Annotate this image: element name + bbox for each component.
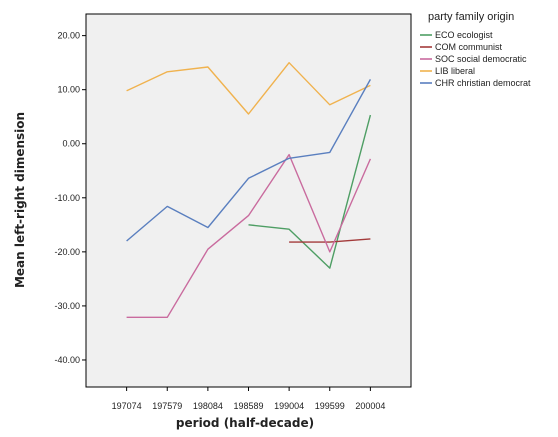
legend-item-label: ECO ecologist bbox=[435, 30, 493, 40]
legend-item-label: CHR christian democrat bbox=[435, 78, 531, 88]
series-line bbox=[248, 114, 372, 269]
series-line bbox=[126, 62, 371, 115]
plot-area bbox=[85, 13, 412, 388]
x-axis-title: period (half-decade) bbox=[176, 416, 314, 430]
legend-item-label: SOC social democratic bbox=[435, 54, 527, 64]
x-tick-label: 198084 bbox=[193, 401, 223, 411]
legend-item-label: LIB liberal bbox=[435, 66, 475, 76]
legend-title: party family origin bbox=[428, 11, 514, 23]
series-line bbox=[126, 79, 372, 242]
y-tick-label: 0.00 bbox=[62, 139, 80, 149]
legend-item-label: COM communist bbox=[435, 42, 503, 52]
x-axis: 197074 197579 198084 198589 199004 199599 2000… bbox=[112, 387, 385, 411]
y-axis-title: Mean left-right dimension bbox=[13, 112, 27, 288]
y-tick-label: -10.00 bbox=[54, 193, 80, 203]
y-tick-label: -40.00 bbox=[54, 355, 80, 365]
series-line bbox=[126, 153, 372, 318]
legend: party family origin ECO ecologist COM com… bbox=[420, 11, 531, 88]
y-tick-label: -20.00 bbox=[54, 247, 80, 257]
x-tick-label: 200004 bbox=[355, 401, 385, 411]
y-tick-label: 20.00 bbox=[57, 31, 80, 41]
x-tick-label: 198589 bbox=[233, 401, 263, 411]
x-tick-label: 199599 bbox=[315, 401, 345, 411]
x-tick-label: 199004 bbox=[274, 401, 304, 411]
y-tick-label: 10.00 bbox=[57, 85, 80, 95]
series-lines bbox=[126, 62, 372, 318]
series-line bbox=[289, 238, 371, 243]
y-axis: 20.00 10.00 0.00 -10.00 -20.00 -30.00 -40.00 bbox=[54, 31, 86, 365]
x-tick-label: 197074 bbox=[112, 401, 142, 411]
x-tick-label: 197579 bbox=[152, 401, 182, 411]
y-tick-label: -30.00 bbox=[54, 301, 80, 311]
